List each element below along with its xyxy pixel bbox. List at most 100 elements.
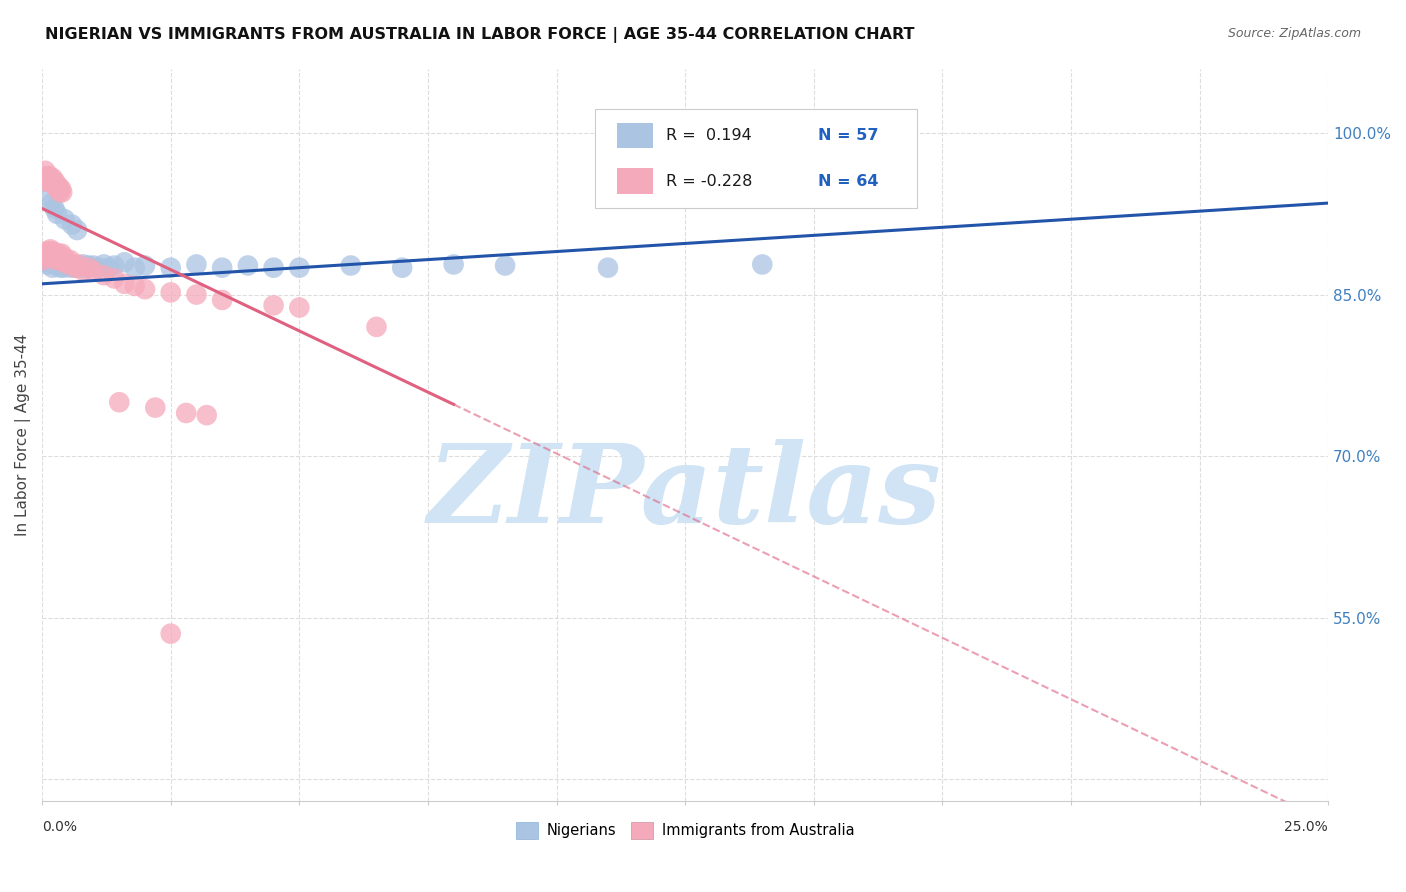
Point — [59, 260, 82, 275]
Point — [77, 259, 100, 273]
Point — [77, 260, 100, 275]
Point — [41, 246, 63, 260]
Point — [159, 260, 181, 275]
Point — [53, 212, 76, 227]
Point — [159, 285, 181, 300]
Point — [34, 175, 56, 189]
Point — [67, 257, 90, 271]
Point — [288, 260, 311, 275]
Point — [56, 259, 79, 273]
Text: 25.0%: 25.0% — [1285, 820, 1329, 834]
Point — [93, 268, 115, 283]
Point — [236, 259, 259, 273]
Point — [124, 260, 146, 275]
Point — [288, 301, 311, 315]
Point — [75, 260, 97, 275]
Point — [37, 250, 59, 264]
Point — [159, 626, 181, 640]
Point — [103, 271, 125, 285]
Point — [134, 282, 156, 296]
Point — [112, 277, 135, 291]
Point — [45, 180, 67, 194]
Point — [41, 175, 63, 189]
Point — [55, 253, 77, 268]
Point — [186, 287, 208, 301]
Point — [80, 260, 103, 275]
Point — [39, 171, 62, 186]
Point — [65, 260, 87, 275]
Point — [38, 252, 60, 266]
Point — [72, 257, 94, 271]
Point — [37, 169, 59, 183]
Text: Source: ZipAtlas.com: Source: ZipAtlas.com — [1227, 27, 1361, 40]
Point — [35, 244, 58, 259]
Text: R =  0.194: R = 0.194 — [666, 128, 752, 143]
Point — [56, 253, 79, 268]
Legend: Nigerians, Immigrants from Australia: Nigerians, Immigrants from Australia — [510, 816, 860, 845]
Point — [83, 259, 105, 273]
Point — [53, 255, 76, 269]
Point — [35, 169, 58, 183]
Point — [366, 319, 388, 334]
Point — [41, 255, 63, 269]
Point — [391, 260, 413, 275]
Point — [52, 260, 75, 275]
Point — [51, 246, 73, 260]
Point — [494, 259, 516, 273]
Point — [44, 250, 66, 264]
Point — [52, 255, 75, 269]
FancyBboxPatch shape — [617, 123, 652, 148]
Point — [42, 244, 65, 259]
Point — [44, 246, 66, 260]
Point — [62, 257, 84, 271]
Point — [98, 260, 121, 275]
Point — [48, 253, 70, 268]
Point — [124, 279, 146, 293]
Point — [87, 260, 110, 275]
Point — [46, 178, 69, 192]
Point — [51, 186, 73, 200]
Point — [72, 264, 94, 278]
Point — [34, 255, 56, 269]
Point — [42, 178, 65, 192]
Point — [41, 250, 63, 264]
Point — [48, 255, 70, 269]
Point — [48, 246, 70, 260]
Point — [174, 406, 197, 420]
Point — [69, 260, 91, 275]
Y-axis label: In Labor Force | Age 35-44: In Labor Force | Age 35-44 — [15, 334, 31, 536]
Point — [44, 202, 66, 216]
Point — [45, 253, 67, 268]
Point — [46, 207, 69, 221]
Point — [48, 180, 70, 194]
Point — [108, 395, 131, 409]
Point — [751, 257, 773, 271]
Point — [39, 243, 62, 257]
Point — [93, 257, 115, 271]
Point — [67, 259, 90, 273]
Text: N = 57: N = 57 — [817, 128, 879, 143]
Point — [34, 163, 56, 178]
Point — [35, 253, 58, 268]
Point — [49, 186, 72, 200]
Text: NIGERIAN VS IMMIGRANTS FROM AUSTRALIA IN LABOR FORCE | AGE 35-44 CORRELATION CHA: NIGERIAN VS IMMIGRANTS FROM AUSTRALIA IN… — [45, 27, 914, 43]
Point — [49, 250, 72, 264]
Point — [49, 182, 72, 196]
FancyBboxPatch shape — [617, 169, 652, 194]
Point — [103, 259, 125, 273]
Point — [339, 259, 361, 273]
Text: ZIPatlas: ZIPatlas — [429, 440, 942, 547]
Point — [38, 175, 60, 189]
Point — [35, 175, 58, 189]
Point — [41, 196, 63, 211]
Point — [37, 250, 59, 264]
Point — [186, 257, 208, 271]
Point — [44, 257, 66, 271]
Point — [59, 253, 82, 268]
FancyBboxPatch shape — [595, 109, 917, 208]
Point — [42, 171, 65, 186]
Point — [45, 253, 67, 268]
Point — [34, 250, 56, 264]
Point — [52, 253, 75, 268]
Point — [38, 169, 60, 183]
